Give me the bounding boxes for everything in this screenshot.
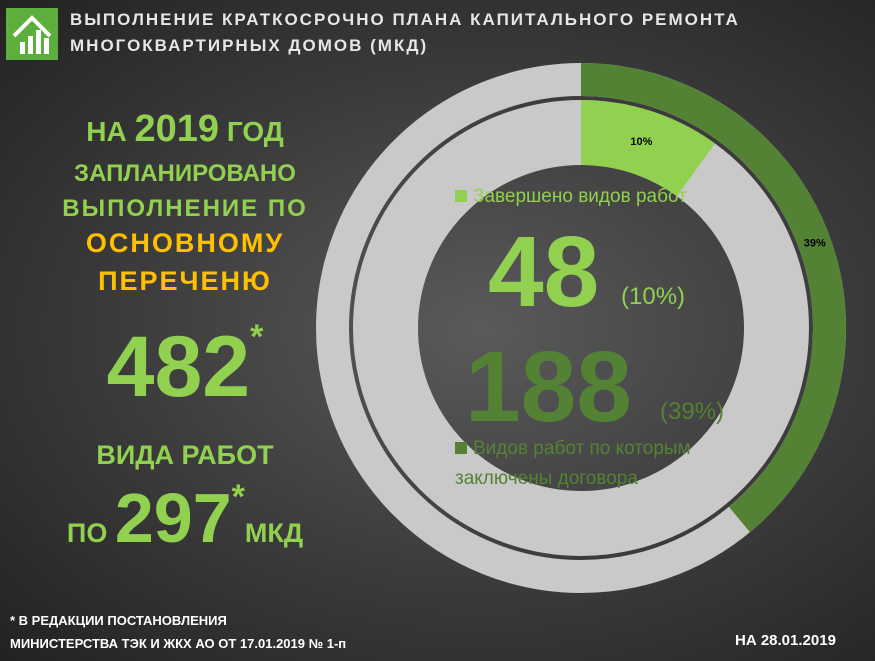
logo-icon: [12, 15, 52, 54]
ring-segment: [581, 100, 716, 197]
plan-year: 2019: [134, 108, 220, 150]
count-share: (39%): [660, 398, 725, 425]
works-mark: *: [250, 318, 264, 356]
data-label: 39%: [804, 238, 826, 250]
houses-suffix: МКД: [244, 518, 304, 548]
footnote: МИНИСТЕРСТВА ТЭК И ЖКХ АО ОТ 17.01.2019 …: [10, 636, 347, 651]
data-label: 10%: [630, 136, 652, 148]
legend-label: Завершено видов работ: [473, 186, 687, 207]
legend-item: Видов работ по которым заключены договор…: [455, 434, 745, 494]
plan-suffix: ГОД: [226, 116, 284, 147]
ring-segment: [581, 63, 847, 533]
count: 188: [465, 331, 632, 443]
date: НА 28.01.2019: [735, 632, 836, 649]
plan-prefix: НА: [86, 116, 127, 147]
plan-line: ВЫПОЛНЕНИЕ ПО: [62, 195, 308, 222]
legend-item: Завершено видов работ: [455, 186, 687, 208]
works-label: ВИДА РАБОТ: [96, 440, 274, 470]
count: 48: [488, 216, 600, 328]
logo: [6, 8, 58, 60]
houses-count: 297: [114, 479, 232, 557]
footnote: * В РЕДАКЦИИ ПОСТАНОВЛЕНИЯ: [10, 613, 227, 628]
houses-line: ПО 297*МКД: [20, 478, 350, 558]
legend-swatch: [455, 442, 467, 454]
houses-prefix: ПО: [66, 518, 108, 548]
legend-label: Видов работ по которым заключены договор…: [455, 438, 691, 489]
works-count: 482: [106, 319, 251, 415]
plan-line: ПЕРЕЧЕНЮ: [98, 266, 272, 296]
plan-line: НА 2019 ГОД: [20, 108, 350, 151]
plan-line: ЗАПЛАНИРОВАНО: [74, 160, 296, 187]
title-line: ВЫПОЛНЕНИЕ КРАТКОСРОЧНО ПЛАНА КАПИТАЛЬНО…: [70, 10, 740, 29]
count-share: (10%): [621, 283, 686, 310]
plan-line: ОСНОВНОМУ: [85, 228, 285, 258]
title-line: МНОГОКВАРТИРНЫХ ДОМОВ (МКД): [70, 36, 429, 55]
houses-mark: *: [231, 478, 245, 516]
legend-swatch: [455, 190, 467, 202]
works-line: 482*: [20, 318, 350, 417]
